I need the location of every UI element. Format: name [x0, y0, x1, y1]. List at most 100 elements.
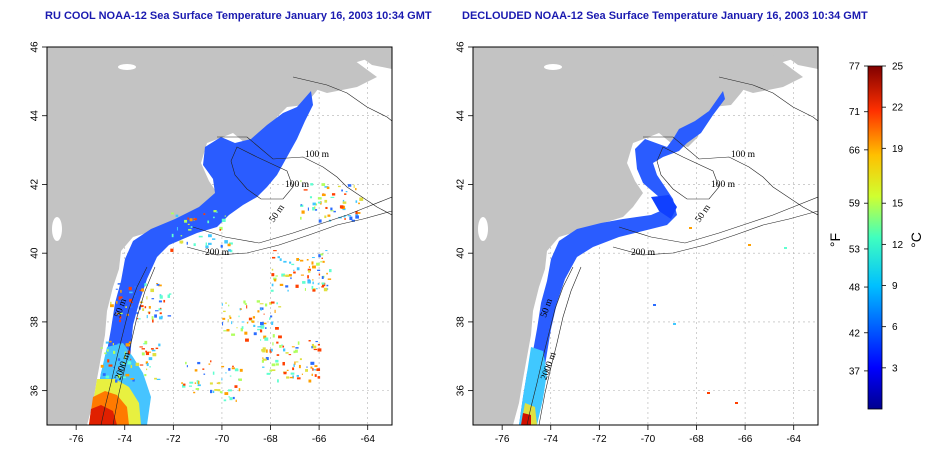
sst-speckle — [122, 362, 125, 364]
sst-speckle — [145, 351, 150, 356]
sst-speckle — [291, 263, 295, 266]
sst-speckle — [186, 365, 188, 368]
contour-label: 100 m — [731, 150, 756, 160]
sst-speckle — [317, 344, 320, 346]
sst-speckle — [160, 315, 163, 319]
sst-speckle — [117, 343, 121, 346]
sst-speckle — [149, 366, 151, 368]
sst-speckle — [221, 378, 223, 381]
sst-speckle — [120, 289, 122, 293]
sst-speckle — [316, 368, 321, 372]
sst-speckle — [312, 279, 314, 281]
sst-speckle — [312, 345, 317, 349]
sst-speckle — [262, 347, 266, 351]
sst-speckle — [285, 352, 289, 354]
celsius-tick-label: 6 — [892, 322, 898, 333]
sst-speckle — [175, 214, 179, 218]
sst-speckle — [289, 261, 292, 264]
sst-speckle — [146, 363, 149, 367]
sst-speckle — [119, 319, 121, 323]
lat-tick-label: 44 — [30, 110, 41, 122]
sst-speckle — [325, 250, 328, 252]
sst-speckle — [196, 380, 200, 384]
sst-speckle — [260, 321, 264, 326]
sst-speckle — [239, 308, 242, 311]
sst-speckle — [349, 216, 353, 221]
sst-speckle — [136, 312, 139, 315]
sst-speckle — [232, 396, 235, 400]
sst-speckle — [264, 337, 269, 341]
sst-speckle — [355, 215, 359, 219]
sst-speckle — [296, 257, 299, 261]
sst-speckle — [187, 223, 190, 225]
sst-speckle — [321, 257, 323, 259]
sst-speckle — [163, 299, 166, 303]
sst-speckle — [183, 383, 186, 386]
lat-tick-label: 36 — [456, 385, 467, 397]
sst-speckle — [138, 318, 141, 320]
fahrenheit-tick-label: 77 — [849, 62, 861, 73]
sst-speckle — [353, 184, 355, 189]
sst-speckle — [279, 283, 284, 286]
sst-speckle — [167, 294, 171, 298]
sst-speckle — [112, 342, 115, 346]
sst-speckle — [223, 330, 227, 332]
sst-speckle — [315, 340, 318, 343]
lon-tick-label: -64 — [360, 434, 375, 445]
sst-speckle — [189, 381, 194, 384]
sst-speckle — [218, 381, 221, 385]
sst-speckle — [205, 245, 209, 249]
sst-speckle — [265, 357, 269, 361]
sst-speckle — [235, 368, 239, 371]
sst-speckle — [359, 197, 364, 201]
sst-speckle — [109, 340, 112, 343]
sst-speckle — [188, 385, 193, 387]
axis-ticks: -76 -74 -72 -70 -68 -66 -64 36 38 40 42 44 46 — [30, 41, 376, 445]
sst-speckle — [148, 357, 153, 361]
sst-speckle — [307, 207, 309, 211]
sst-speckle — [306, 366, 308, 368]
sst-speckle — [142, 308, 145, 311]
sst-speckle — [117, 283, 121, 285]
sst-speckle — [229, 397, 233, 401]
lat-tick-label: 40 — [456, 247, 467, 259]
lat-tick-label: 36 — [30, 385, 41, 397]
sst-speckle — [193, 218, 197, 221]
sst-speckle — [208, 234, 212, 238]
sst-speckle — [238, 388, 241, 392]
sst-speckle — [198, 380, 200, 385]
sst-speckle — [227, 319, 229, 322]
sst-speckle — [144, 306, 147, 309]
sst-speckle — [290, 277, 292, 280]
lon-tick-label: -76 — [69, 434, 84, 445]
sst-speckle — [107, 359, 110, 363]
sst-speckle — [236, 327, 238, 329]
sst-speckle — [150, 288, 155, 293]
sst-speckle — [256, 300, 260, 303]
sst-speckle — [271, 283, 274, 287]
sst-speckle — [156, 283, 158, 285]
sst-speckle — [316, 262, 320, 266]
sst-speckle — [271, 268, 274, 271]
sst-speckle — [244, 331, 248, 335]
sst-speckle — [124, 351, 127, 355]
sst-speckle — [344, 218, 346, 220]
sst-speckle — [132, 378, 135, 382]
sst-speckle — [144, 340, 148, 344]
sst-speckle — [343, 215, 346, 218]
sst-speckle — [116, 300, 118, 304]
sst-speckle — [321, 282, 325, 285]
sst-speckle — [139, 346, 143, 348]
sst-speckle — [146, 296, 148, 300]
sst-speckle — [273, 250, 277, 252]
sst-speckle — [137, 317, 139, 320]
sst-speckle — [150, 348, 154, 350]
sst-speckle — [158, 300, 162, 303]
sst-speckle — [689, 227, 692, 229]
sst-speckle — [310, 361, 315, 365]
sst-speckle — [171, 233, 174, 238]
sst-speckle — [245, 338, 249, 342]
sst-speckle — [170, 248, 174, 252]
sst-speckle — [231, 333, 236, 336]
